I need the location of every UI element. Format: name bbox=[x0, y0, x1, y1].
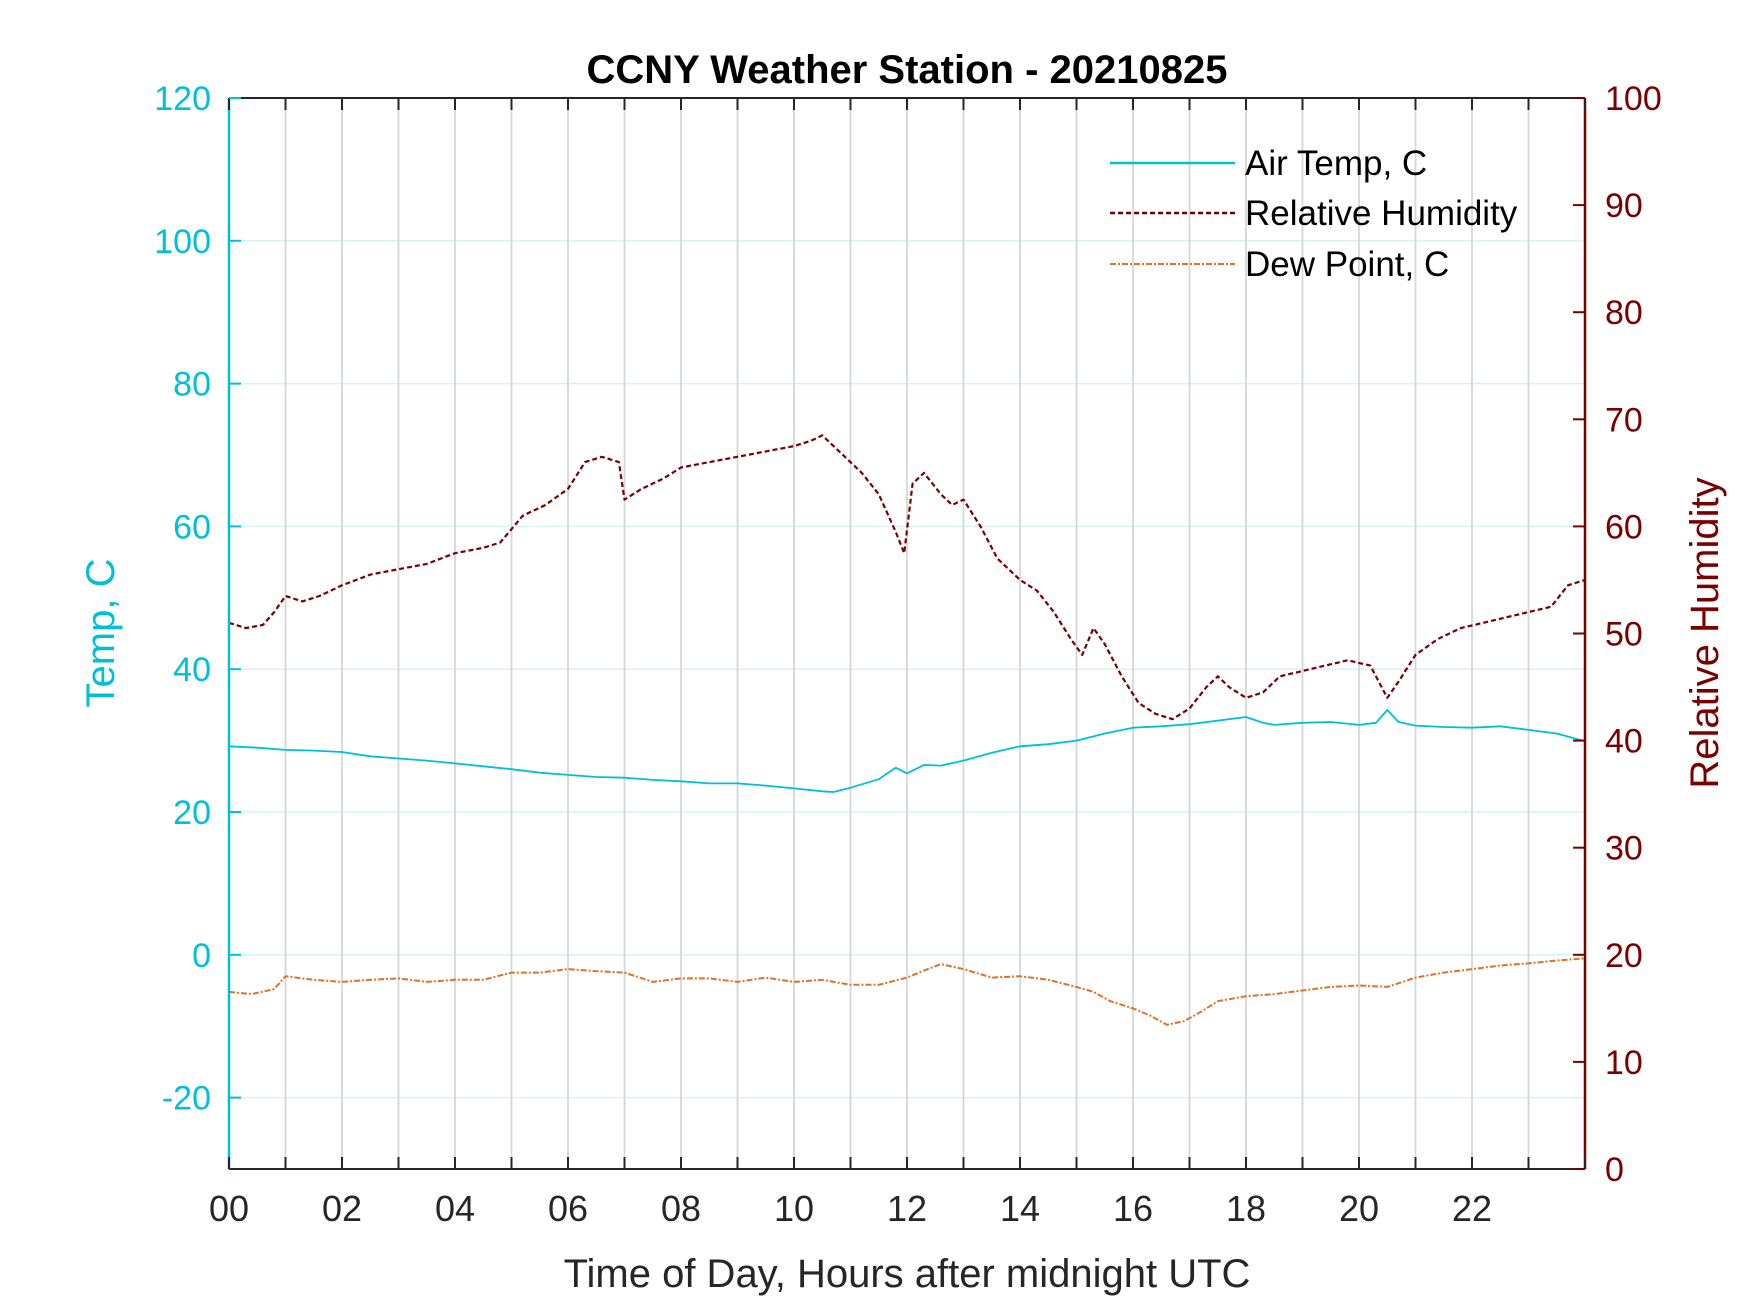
legend-label-dew-point: Dew Point, C bbox=[1245, 245, 1449, 284]
y-right-tick-label: 90 bbox=[1605, 187, 1643, 225]
y-right-tick-label: 0 bbox=[1605, 1151, 1624, 1189]
x-tick-label: 12 bbox=[887, 1188, 927, 1229]
y-left-tick-label: 120 bbox=[154, 80, 211, 118]
x-tick-label: 22 bbox=[1452, 1188, 1492, 1229]
y-axis-left-label: Temp, C bbox=[79, 559, 123, 708]
legend-label-air-temp: Air Temp, C bbox=[1245, 144, 1427, 183]
series-line-relative-humidity bbox=[228, 434, 1586, 721]
y-left-tick-label: 40 bbox=[173, 651, 211, 689]
x-tick-label: 14 bbox=[1000, 1188, 1040, 1229]
y-right-tick-label: 100 bbox=[1605, 80, 1662, 118]
x-tick-label: 06 bbox=[548, 1188, 588, 1229]
y-left-tick-label: 60 bbox=[173, 508, 211, 546]
x-tick-label: 00 bbox=[209, 1188, 249, 1229]
x-tick-label: 16 bbox=[1113, 1188, 1153, 1229]
y-left-tick-label: 20 bbox=[173, 794, 211, 832]
x-tick-label: 04 bbox=[435, 1188, 475, 1229]
y-left-tick-label: 100 bbox=[154, 223, 211, 261]
series-layer bbox=[228, 434, 1586, 1026]
chart-title: CCNY Weather Station - 20210825 bbox=[587, 48, 1228, 92]
x-axis-label: Time of Day, Hours after midnight UTC bbox=[564, 1252, 1251, 1296]
legend-label-relative-humidity: Relative Humidity bbox=[1245, 194, 1518, 233]
tick-labels: 00 02 04 06 08 10 12 14 16 18 20 22-200204060801001… bbox=[154, 80, 1661, 1229]
x-tick-label: 10 bbox=[774, 1188, 814, 1229]
legend: Air Temp, C Relative Humidity Dew Point,… bbox=[1110, 144, 1518, 284]
y-left-tick-label: 80 bbox=[173, 366, 211, 404]
x-tick-label: 02 bbox=[322, 1188, 362, 1229]
y-right-tick-label: 50 bbox=[1605, 616, 1643, 654]
y-right-tick-label: 60 bbox=[1605, 508, 1643, 546]
y-left-tick-label: 0 bbox=[192, 937, 211, 975]
y-right-tick-label: 10 bbox=[1605, 1044, 1643, 1082]
y-right-tick-label: 20 bbox=[1605, 937, 1643, 975]
series-line-dew-point-c bbox=[228, 957, 1586, 1026]
y-axis-right-label: Relative Humidity bbox=[1683, 477, 1727, 788]
y-right-tick-label: 80 bbox=[1605, 294, 1643, 332]
x-tick-label: 20 bbox=[1339, 1188, 1379, 1229]
series-line-air-temp-c bbox=[228, 709, 1586, 793]
y-right-tick-label: 30 bbox=[1605, 830, 1643, 868]
y-left-tick-label: -20 bbox=[162, 1080, 211, 1118]
y-right-tick-label: 70 bbox=[1605, 401, 1643, 439]
y-right-tick-label: 40 bbox=[1605, 723, 1643, 761]
x-tick-label: 08 bbox=[661, 1188, 701, 1229]
x-tick-label: 18 bbox=[1226, 1188, 1266, 1229]
axes bbox=[227, 97, 1587, 1170]
